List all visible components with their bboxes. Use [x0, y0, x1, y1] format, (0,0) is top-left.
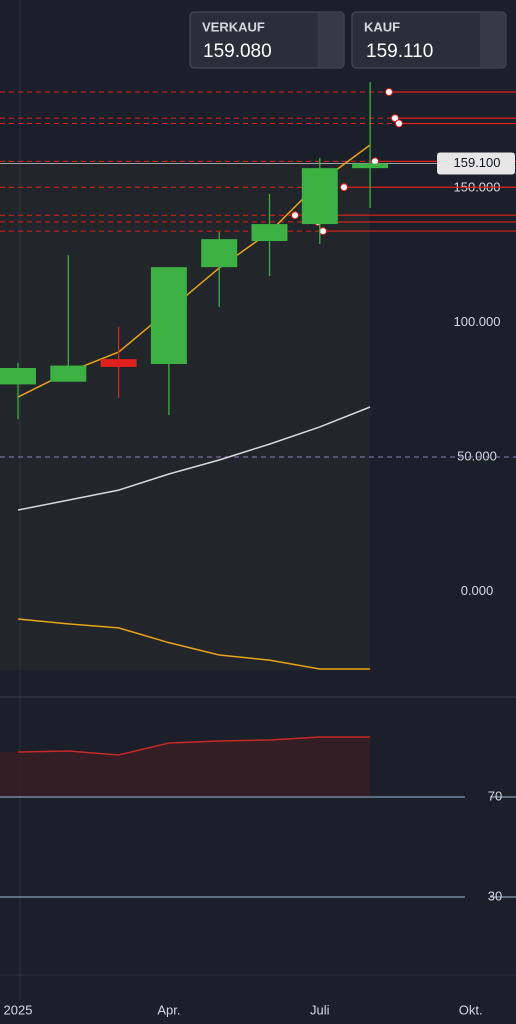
sell-box[interactable] — [189, 11, 345, 69]
x-tick-label: 2025 — [4, 1002, 33, 1017]
x-tick-label: Apr. — [157, 1002, 180, 1017]
last-price-box — [437, 152, 515, 175]
indicator-line — [17, 618, 371, 670]
buy-box-side — [480, 13, 505, 67]
level-marker — [391, 114, 399, 123]
y-tick-label: 100.000 — [454, 314, 501, 329]
area-fill — [0, 737, 371, 797]
level-marker — [340, 183, 348, 192]
range-band — [0, 160, 370, 670]
candle-body — [50, 365, 87, 382]
level-marker — [395, 119, 403, 128]
level-marker — [385, 88, 393, 97]
buy-price: 159.110 — [366, 41, 433, 62]
level-marker — [319, 227, 327, 236]
candle-body — [251, 224, 288, 242]
x-tick-label: Juli — [310, 1002, 330, 1017]
buy-box[interactable] — [351, 11, 507, 69]
buy-label: KAUF — [364, 19, 400, 34]
candle-body — [352, 163, 389, 169]
rsi-line — [17, 736, 371, 756]
candle-body — [150, 267, 187, 364]
sell-label: VERKAUF — [202, 19, 265, 34]
y-tick-label: 70 — [488, 788, 502, 803]
y-tick-label: 0.000 — [461, 583, 494, 598]
level-marker — [291, 211, 299, 220]
candle-body — [0, 368, 36, 385]
candle-body — [201, 239, 238, 268]
sell-price: 159.080 — [203, 41, 272, 62]
indicator-line — [17, 406, 371, 511]
sell-box-side — [318, 13, 343, 67]
y-tick-label: 30 — [488, 888, 502, 903]
last-price-label: 159.100 — [454, 155, 501, 170]
x-tick-label: Okt. — [459, 1002, 483, 1017]
candle-body — [100, 359, 137, 367]
y-tick-label: 50.000 — [457, 448, 497, 463]
candle-body — [301, 168, 338, 225]
